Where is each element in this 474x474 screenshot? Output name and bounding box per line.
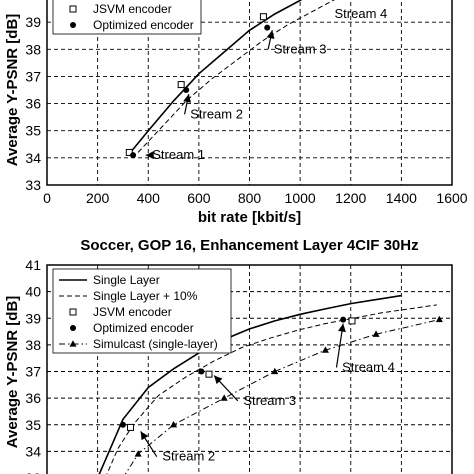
x-tick-label: 800: [238, 190, 262, 206]
legend-swatch-jsvm: [69, 5, 77, 13]
y-tick-label: 34: [25, 443, 41, 459]
x-tick-label: 200: [86, 190, 110, 206]
legend-swatch-marker: [69, 340, 77, 347]
legend-label-jsvm: JSVM encoder: [93, 305, 172, 319]
single-series-line: [98, 294, 402, 474]
optimized-point: [198, 368, 205, 375]
single10-series-line: [137, 0, 335, 153]
top-grid: [47, 0, 452, 185]
bottom-tick-labels: 33 34 35 36 37 38 39 40 41: [25, 257, 41, 474]
simulcast-point: [271, 367, 279, 375]
legend-label-optimized: Optimized encoder: [93, 18, 194, 32]
x-tick-label: 0: [43, 190, 51, 206]
top-tick-labels: 3334353637383940020040060080010001200140…: [25, 0, 467, 206]
annotation-arrowhead: [140, 431, 149, 441]
x-tick-label: 1200: [335, 190, 366, 206]
legend-label-optimized: Optimized encoder: [93, 321, 194, 335]
bottom-series: [98, 294, 443, 474]
bottom-y-axis-label: Average Y-PSNR [dB]: [4, 296, 21, 449]
jsvm-point: [127, 423, 135, 431]
annotation-arrowhead: [214, 375, 223, 385]
y-tick-label: 33: [25, 177, 41, 193]
simulcast-point: [170, 420, 178, 428]
y-tick-label: 39: [25, 14, 41, 30]
annotation-label: Stream 1: [152, 147, 205, 162]
y-tick-label: 34: [25, 150, 41, 166]
bottom-chart-title: Soccer, GOP 16, Enhancement Layer 4CIF 3…: [80, 237, 418, 254]
simulcast-series-line: [124, 319, 440, 474]
annotation-label: Stream 4: [342, 360, 395, 375]
x-tick-label: 400: [137, 190, 161, 206]
legend-swatch-optimized: [70, 22, 76, 28]
top-series: [125, 0, 335, 159]
top-annotations: Stream 1 Stream 2 Stream 3 Stream 4: [145, 6, 388, 162]
simulcast-point: [220, 394, 228, 401]
bottom-legend: Single Layer Single Layer + 10% JSVM encod…: [52, 268, 232, 354]
jsvm-point: [259, 13, 267, 21]
annotation-arrowhead: [266, 30, 275, 39]
simulcast-point: [372, 330, 380, 337]
annotation-label: Stream 2: [190, 106, 243, 121]
y-tick-label: 38: [25, 41, 41, 57]
top-y-axis-label: Average Y-PSNR [dB]: [4, 14, 21, 167]
optimized-point: [264, 24, 271, 31]
y-tick-label: 37: [25, 364, 41, 380]
legend-box: [52, 268, 232, 354]
y-tick-label: 36: [25, 390, 41, 406]
bottom-plot-frame: [46, 264, 453, 474]
y-tick-label: 36: [25, 96, 41, 112]
x-tick-label: 600: [187, 190, 211, 206]
annotation-arrowhead: [145, 151, 154, 160]
optimized-point: [183, 87, 190, 93]
single-series-line: [129, 0, 303, 153]
y-tick-label: 38: [25, 337, 41, 353]
top-legend: JSVM encoder Optimized encoder: [52, 0, 202, 35]
jsvm-point: [348, 317, 356, 325]
legend-label-jsvm: JSVM encoder: [93, 2, 172, 16]
y-tick-label: 35: [25, 417, 41, 433]
single10-series-line: [106, 304, 437, 474]
annotation-arrowhead: [337, 323, 346, 333]
top-x-axis-label: bit rate [kbit/s]: [198, 209, 301, 226]
y-tick-label: 41: [25, 257, 41, 273]
legend-swatch-jsvm: [69, 308, 77, 316]
jsvm-point: [177, 81, 185, 89]
legend-label-single10: Single Layer + 10%: [93, 289, 198, 303]
optimized-point: [119, 421, 126, 428]
legend-swatch-optimized: [70, 325, 76, 331]
annotation-label: Stream 4: [335, 6, 388, 21]
y-tick-label: 37: [25, 68, 41, 84]
simulcast-point: [321, 346, 329, 353]
optimized-point: [340, 316, 347, 323]
legend-label-simulcast: Simulcast (single-layer): [93, 337, 218, 351]
bottom-annotations: Stream 2 Stream 3 Stream 4: [140, 323, 395, 464]
annotation-arrowhead: [183, 94, 192, 103]
y-tick-label: 39: [25, 310, 41, 326]
optimized-point: [130, 152, 137, 159]
annotation-label: Stream 3: [243, 393, 296, 408]
y-tick-label: 40: [25, 284, 41, 300]
top-chart: 3334353637383940020040060080010001200140…: [4, 0, 468, 226]
jsvm-point: [205, 370, 213, 378]
y-tick-label: 40: [25, 0, 41, 3]
annotation-label: Stream 3: [274, 41, 327, 56]
x-tick-label: 1400: [386, 190, 417, 206]
x-tick-label: 1000: [285, 190, 316, 206]
top-plot-frame: [46, 0, 453, 186]
simulcast-point: [435, 315, 443, 323]
annotation-label: Stream 2: [162, 449, 215, 464]
x-tick-label: 1600: [436, 190, 467, 206]
simulcast-point: [134, 450, 142, 457]
legend-box: [52, 0, 202, 35]
legend-label-single: Single Layer: [93, 273, 160, 287]
y-tick-label: 33: [25, 470, 41, 474]
y-tick-label: 35: [25, 123, 41, 139]
